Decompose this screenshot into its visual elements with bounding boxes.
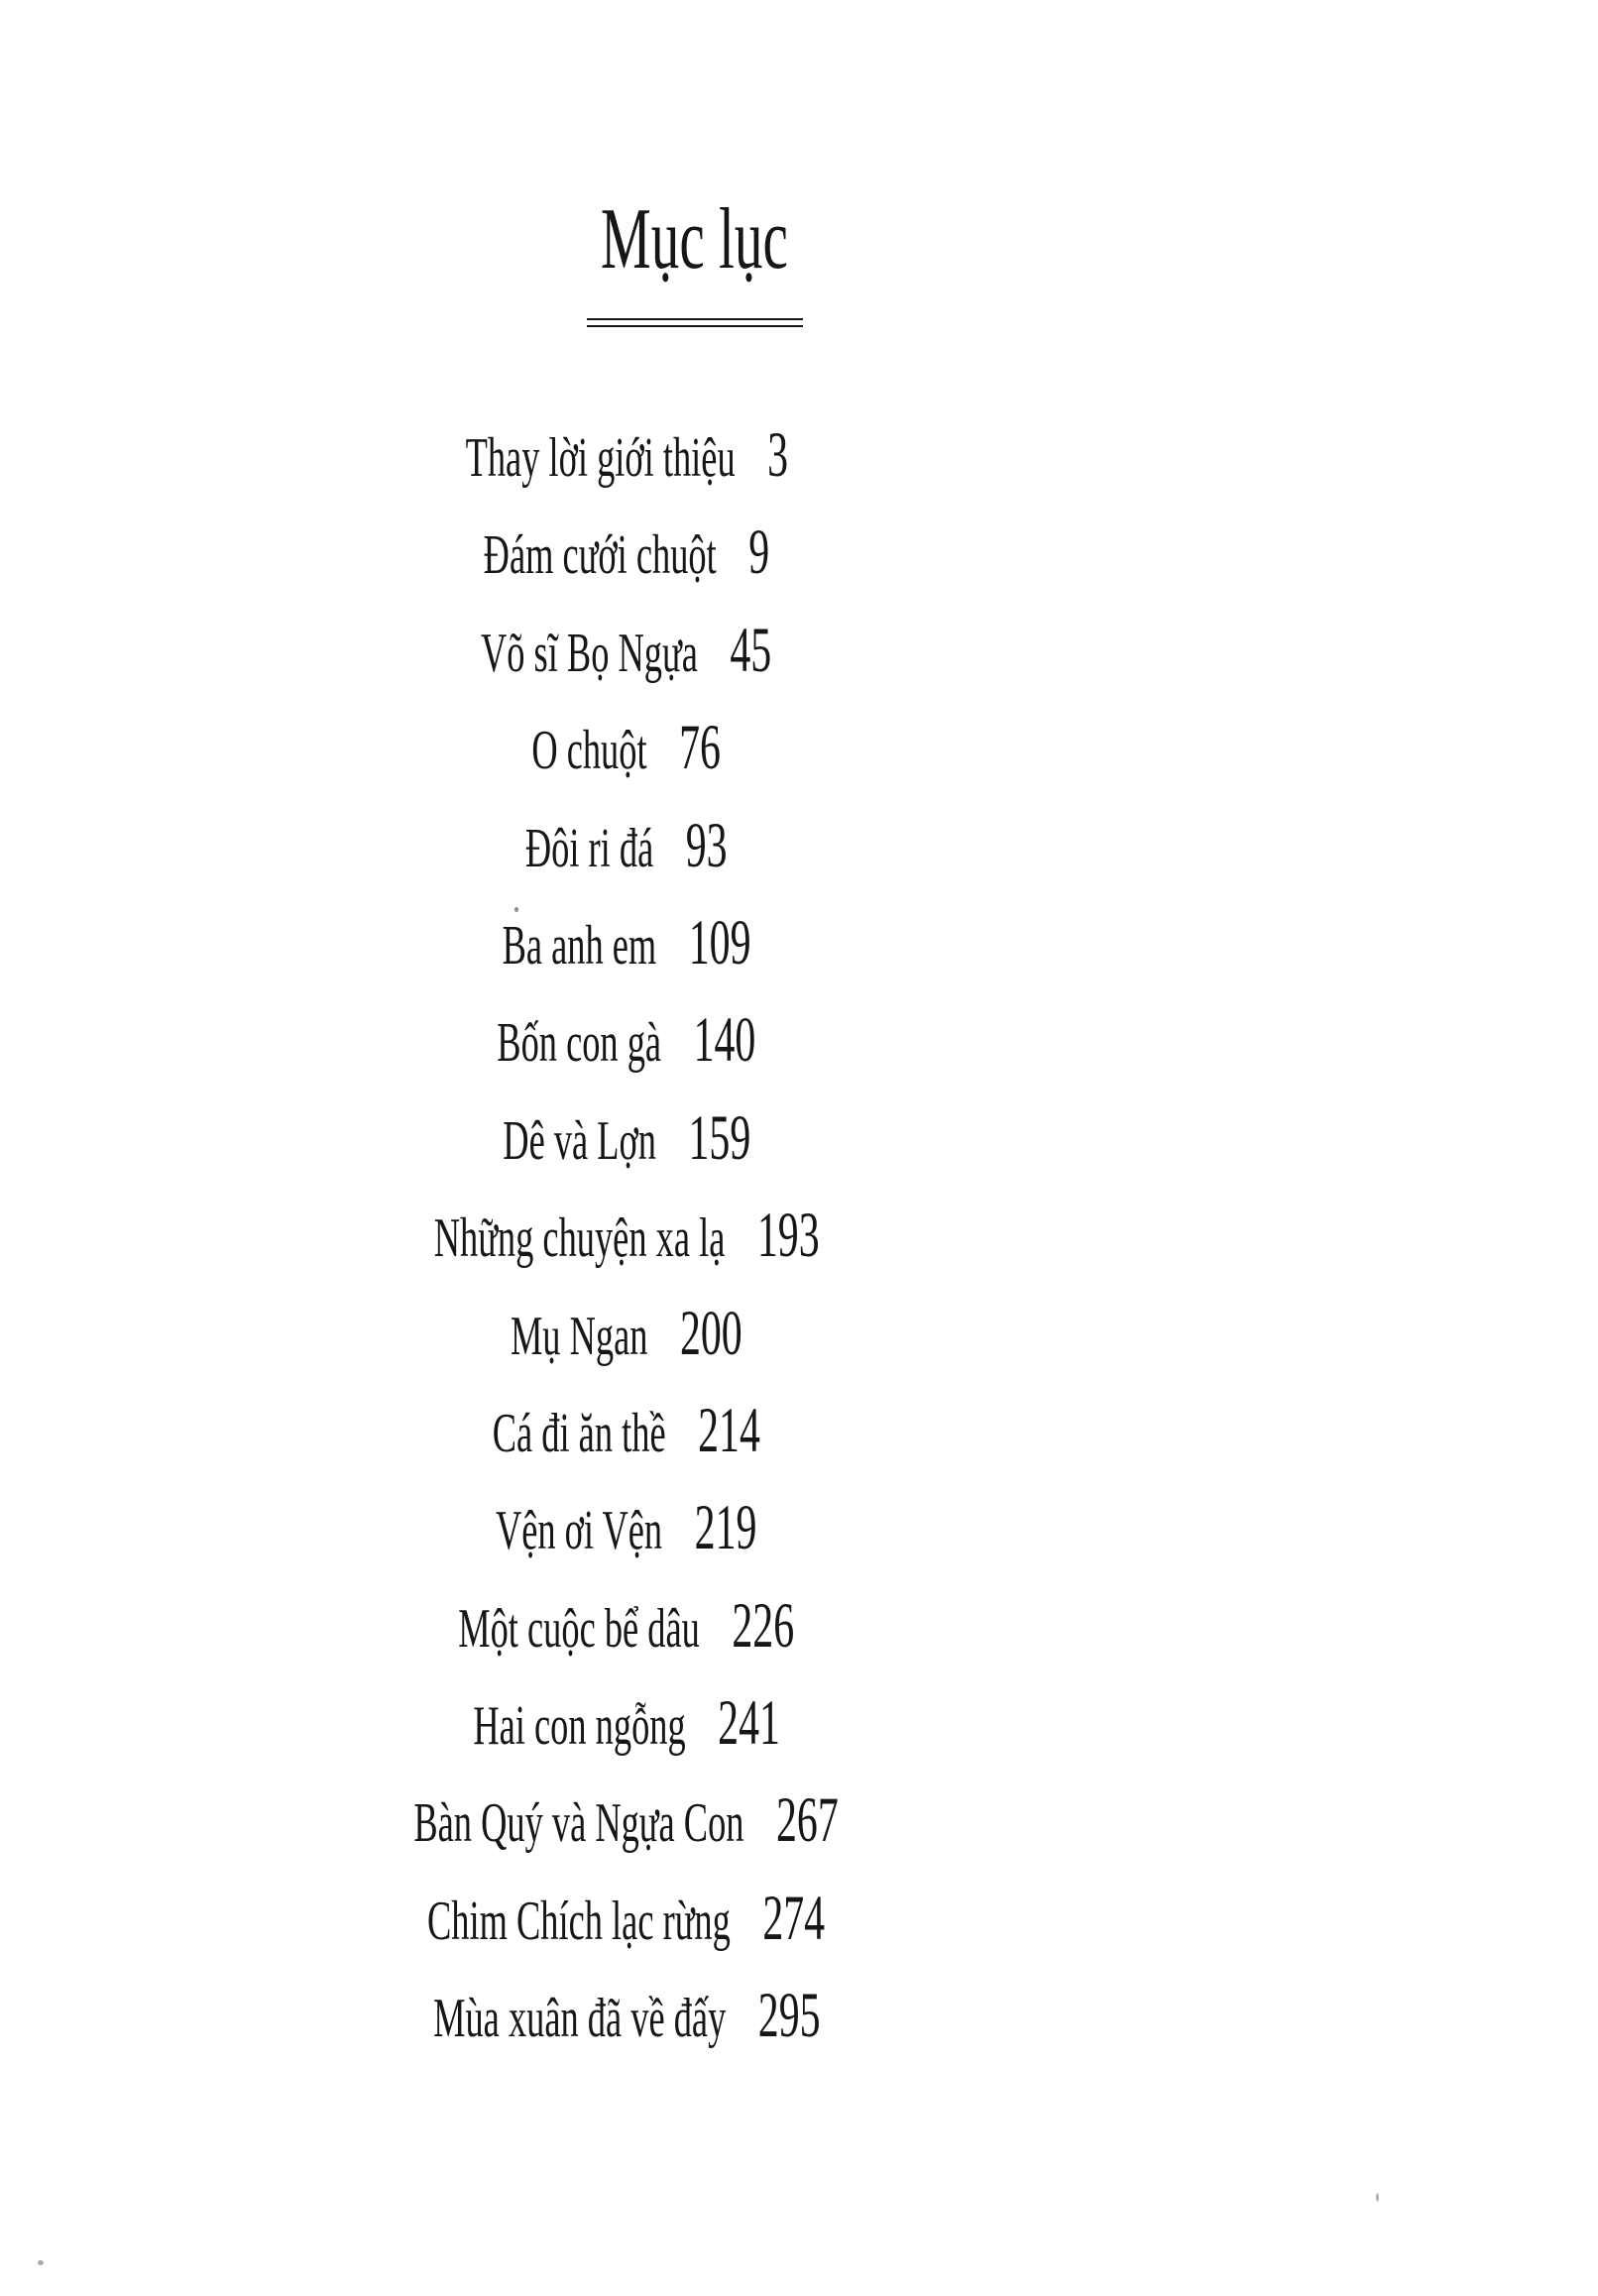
toc-entry-page-number: 274 — [762, 1882, 826, 1953]
toc-entry-title: Võ sĩ Bọ Ngựa — [481, 622, 699, 684]
toc-entry-page-number: 45 — [730, 614, 772, 685]
toc-entry: Bàn Quý và Ngựa Con 267 — [0, 1772, 1253, 1869]
toc-entry: Bốn con gà 140 — [0, 991, 1253, 1089]
toc-entry-title: Một cuộc bể dâu — [458, 1597, 701, 1660]
title-divider-rule — [587, 318, 803, 327]
toc-entry: Đám cưới chuột 9 — [0, 504, 1253, 601]
toc-entry: Dê và Lợn 159 — [0, 1090, 1253, 1187]
toc-entry-title: Đôi ri đá — [525, 817, 654, 879]
toc-entry: Mụ Ngan 200 — [0, 1285, 1253, 1382]
toc-entry: Đôi ri đá 93 — [0, 797, 1253, 894]
toc-entry-title: O chuột — [531, 720, 647, 782]
toc-entry-title: Mùa xuân đã về đấy — [432, 1988, 726, 2050]
toc-entry-page-number: 159 — [688, 1101, 750, 1173]
toc-entry-title: Bàn Quý và Ngựa Con — [413, 1792, 744, 1855]
scan-speck — [1376, 2193, 1379, 2202]
toc-entry-page-number: 219 — [694, 1492, 757, 1563]
toc-entry-title: Ba anh em — [502, 914, 657, 976]
toc-entry-title: Thay lời giới thiệu — [465, 426, 736, 489]
scan-speck — [38, 2260, 44, 2265]
toc-entry: O chuột 76 — [0, 699, 1253, 796]
page-title-text: Mục lục — [600, 191, 788, 287]
toc-entry: Vện ơi Vện 219 — [0, 1479, 1253, 1576]
toc-entry-page-number: 140 — [693, 1004, 756, 1076]
toc-entry-page-number: 109 — [688, 906, 751, 977]
toc-entry: Thay lời giới thiệu 3 — [0, 406, 1253, 504]
toc-entry: Những chuyện xa lạ 193 — [0, 1187, 1253, 1284]
toc-entry-page-number: 267 — [776, 1784, 840, 1856]
toc-entry-title: Chim Chích lạc rừng — [427, 1890, 732, 1952]
toc-entry-title: Đám cưới chuột — [483, 524, 717, 587]
toc-entry: Hai con ngỗng 241 — [0, 1674, 1253, 1772]
scan-speck — [514, 907, 518, 912]
toc-list: Thay lời giới thiệu 3 Đám cưới chuột 9 Võ sĩ… — [0, 406, 1253, 2065]
toc-entry-page-number: 9 — [748, 517, 770, 588]
page-title: Mục lục — [0, 196, 1388, 284]
toc-entry-title: Cá đi ăn thề — [492, 1402, 666, 1464]
toc-entry-title: Vện ơi Vện — [496, 1500, 663, 1562]
toc-entry: Chim Chích lạc rừng 274 — [0, 1870, 1253, 1967]
toc-entry: Mùa xuân đã về đấy 295 — [0, 1967, 1253, 2064]
toc-entry-page-number: 241 — [718, 1687, 780, 1759]
toc-entry-title: Những chuyện xa lạ — [433, 1207, 726, 1270]
toc-entry-page-number: 93 — [686, 809, 728, 880]
toc-entry: Võ sĩ Bọ Ngựa 45 — [0, 602, 1253, 699]
toc-entry-page-number: 3 — [766, 418, 788, 490]
toc-entry-page-number: 295 — [757, 1980, 821, 2051]
toc-entry-title: Hai con ngỗng — [473, 1695, 686, 1758]
toc-entry-page-number: 76 — [679, 712, 722, 783]
toc-entry: Một cuộc bể dâu 226 — [0, 1577, 1253, 1674]
toc-entry-page-number: 226 — [732, 1589, 795, 1661]
toc-entry-page-number: 200 — [680, 1297, 742, 1368]
toc-entry: Ba anh em 109 — [0, 894, 1253, 991]
toc-entry: Cá đi ăn thề 214 — [0, 1382, 1253, 1479]
toc-entry-page-number: 214 — [698, 1394, 761, 1465]
toc-entry-title: Bốn con gà — [497, 1012, 662, 1075]
toc-entry-title: Mụ Ngan — [511, 1305, 648, 1367]
toc-entry-page-number: 193 — [756, 1200, 820, 1271]
toc-entry-title: Dê và Lợn — [503, 1109, 656, 1172]
